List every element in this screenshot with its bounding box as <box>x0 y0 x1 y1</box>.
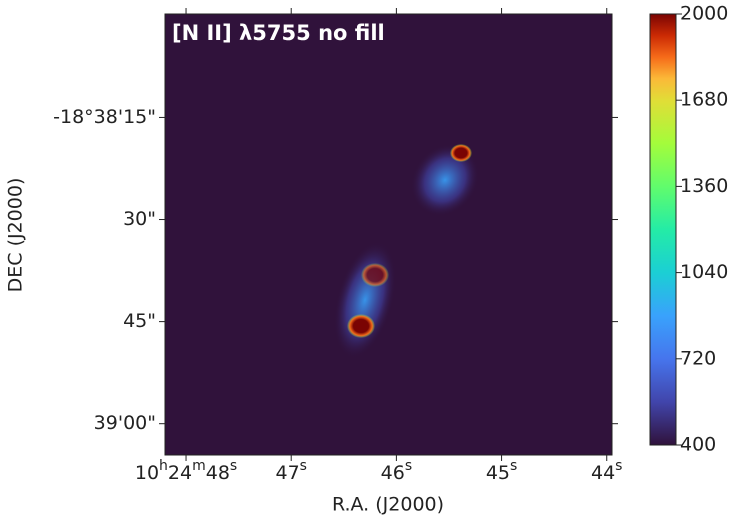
x-tick-label: 46s <box>381 458 412 484</box>
frame <box>164 13 613 456</box>
emission <box>333 143 480 359</box>
x-tick-label: 10h24m48s <box>135 458 237 484</box>
y-tick-label: -18°38'15" <box>53 106 156 128</box>
colorbar-tick-label: 1040 <box>680 261 728 283</box>
x-tick-label: 45s <box>486 458 517 484</box>
colorbar-tick-label: 1680 <box>680 89 728 111</box>
x-tick-label: 44s <box>591 458 622 484</box>
chart-title: [N II] λ5755 no fill <box>172 21 385 45</box>
y-tick-label: 39'00" <box>94 412 156 434</box>
x-axis-label: R.A. (J2000) <box>332 494 444 516</box>
x-tick-label: 47s <box>275 458 306 484</box>
colorbar-tick-label: 2000 <box>680 3 728 25</box>
colorbar <box>649 13 677 446</box>
y-axis-label: DEC (J2000) <box>5 178 27 293</box>
y-tick-label: 45" <box>123 310 156 332</box>
colorbar-tick-label: 400 <box>680 434 716 456</box>
colorbar-tick-label: 720 <box>680 347 716 369</box>
colorbar-tick-label: 1360 <box>680 175 728 197</box>
image <box>165 14 612 455</box>
y-tick-label: 30" <box>123 208 156 230</box>
